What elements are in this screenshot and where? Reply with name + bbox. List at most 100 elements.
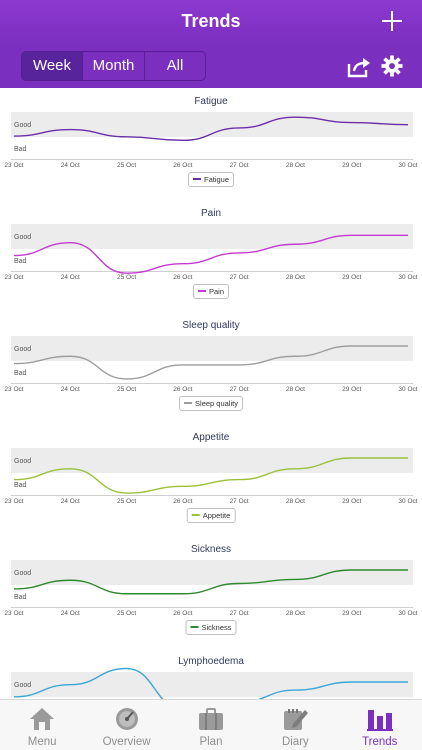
good-range-band xyxy=(11,224,413,249)
tab-trends[interactable]: Trends xyxy=(338,700,422,750)
x-tick-label: 26 Oct xyxy=(173,386,193,393)
trend-chart: Fatigue Good Bad 23 Oct 24 Oct 25 Oct 26 Oct 27… xyxy=(0,88,422,200)
x-tick-label: 30 Oct xyxy=(398,386,418,393)
trend-chart: Pain Good Bad 23 Oct 24 Oct 25 Oct 26 Oct 27 Oc… xyxy=(0,200,422,312)
notepad-icon xyxy=(284,709,309,730)
tab-trends-label: Trends xyxy=(362,736,398,748)
trend-curve-svg xyxy=(13,667,408,699)
trend-curve-svg xyxy=(13,569,408,595)
tab-plan[interactable]: Plan xyxy=(169,700,253,750)
period-segmented-control: Week Month All xyxy=(21,51,206,81)
series-line xyxy=(13,345,408,380)
good-label: Good xyxy=(14,458,32,465)
x-tick-label: 27 Oct xyxy=(229,610,249,617)
series-line xyxy=(13,667,408,699)
tab-bar: Menu Overview Plan Diary xyxy=(0,699,422,750)
x-tick-label: 26 Oct xyxy=(173,610,193,617)
bad-label: Bad xyxy=(14,482,27,489)
x-tick-label: 23 Oct xyxy=(4,498,24,505)
x-tick-label: 29 Oct xyxy=(342,610,362,617)
gear-icon[interactable] xyxy=(381,55,403,77)
x-axis-line xyxy=(11,607,413,608)
series-line xyxy=(13,234,408,274)
x-tick-label: 24 Oct xyxy=(60,610,80,617)
period-week-button[interactable]: Week xyxy=(22,52,83,80)
x-tick-label: 24 Oct xyxy=(60,274,80,281)
good-label: Good xyxy=(14,570,32,577)
trend-chart: Appetite Good Bad 23 Oct 24 Oct 25 Oct 26 Oct 2… xyxy=(0,424,422,536)
legend-swatch xyxy=(191,514,200,517)
bar-chart-icon xyxy=(366,710,393,731)
chart-legend: Sickness xyxy=(185,620,237,635)
series-line xyxy=(13,116,409,142)
x-tick-label: 29 Oct xyxy=(342,386,362,393)
chart-title: Sickness xyxy=(190,544,231,555)
chart-title: Sleep quality xyxy=(182,320,240,331)
good-range-band xyxy=(11,112,413,137)
tab-overview-label: Overview xyxy=(102,736,151,748)
add-icon[interactable] xyxy=(380,9,404,33)
share-icon[interactable] xyxy=(346,56,372,78)
x-tick-label: 26 Oct xyxy=(173,274,193,281)
x-tick-label: 29 Oct xyxy=(342,498,362,505)
x-axis-line xyxy=(11,383,413,384)
x-axis-line xyxy=(11,271,413,272)
x-tick-label: 25 Oct xyxy=(116,498,137,505)
gauge-icon xyxy=(115,708,138,730)
x-tick-label: 27 Oct xyxy=(229,162,249,169)
bad-label: Bad xyxy=(14,146,27,153)
trends-list[interactable]: Fatigue Good Bad 23 Oct 24 Oct 25 Oct 26 Oct 27… xyxy=(0,88,422,699)
good-label: Good xyxy=(14,346,32,353)
chart-legend: Pain xyxy=(192,284,230,299)
x-tick-label: 25 Oct xyxy=(116,386,137,393)
period-all-button[interactable]: All xyxy=(166,57,184,74)
tab-overview[interactable]: Overview xyxy=(84,700,168,750)
bad-label: Bad xyxy=(14,258,27,265)
chart-legend: Appetite xyxy=(186,508,236,523)
tab-menu-label: Menu xyxy=(27,736,57,748)
x-axis-line xyxy=(11,159,413,160)
chart-title: Pain xyxy=(200,208,221,219)
x-tick-label: 27 Oct xyxy=(229,274,249,281)
period-month-button[interactable]: Month xyxy=(83,52,145,80)
tab-plan-label: Plan xyxy=(199,736,223,748)
tab-menu[interactable]: Menu xyxy=(0,700,84,750)
x-tick-label: 28 Oct xyxy=(285,498,305,505)
series-line xyxy=(13,569,408,595)
x-tick-label: 29 Oct xyxy=(342,274,362,281)
chart-title: Fatigue xyxy=(194,96,228,107)
x-tick-label: 28 Oct xyxy=(285,274,305,281)
x-tick-label: 26 Oct xyxy=(173,162,193,169)
home-icon xyxy=(30,708,55,730)
x-axis-line xyxy=(11,495,413,496)
chart-title: Appetite xyxy=(192,432,230,443)
legend-swatch xyxy=(184,402,193,405)
x-tick-label: 27 Oct xyxy=(229,498,249,505)
x-tick-label: 28 Oct xyxy=(285,610,305,617)
trend-curve-svg xyxy=(13,345,408,380)
good-label: Good xyxy=(14,234,32,241)
page-title: Trends xyxy=(181,11,241,31)
legend-swatch xyxy=(192,178,201,181)
legend-swatch xyxy=(190,626,199,629)
toolbar: Week Month All xyxy=(0,46,422,88)
chart-legend: Fatigue xyxy=(187,172,235,187)
x-tick-label: 26 Oct xyxy=(173,498,193,505)
x-tick-label: 24 Oct xyxy=(60,162,80,169)
x-tick-label: 30 Oct xyxy=(398,498,418,505)
legend-label: Fatigue xyxy=(203,175,230,184)
chart-title: Lymphoedema xyxy=(178,656,244,667)
trend-curve-svg xyxy=(13,234,408,274)
bad-label: Bad xyxy=(14,594,27,601)
tab-diary-label: Diary xyxy=(281,736,309,748)
x-tick-label: 30 Oct xyxy=(398,162,418,169)
tab-diary[interactable]: Diary xyxy=(253,700,337,750)
x-tick-label: 24 Oct xyxy=(60,498,80,505)
x-tick-label: 29 Oct xyxy=(342,162,362,169)
nav-header: Trends xyxy=(0,0,422,46)
good-label: Good xyxy=(14,682,32,689)
x-tick-label: 28 Oct xyxy=(285,386,305,393)
x-tick-label: 23 Oct xyxy=(4,162,24,169)
legend-label: Sleep quality xyxy=(195,399,238,408)
